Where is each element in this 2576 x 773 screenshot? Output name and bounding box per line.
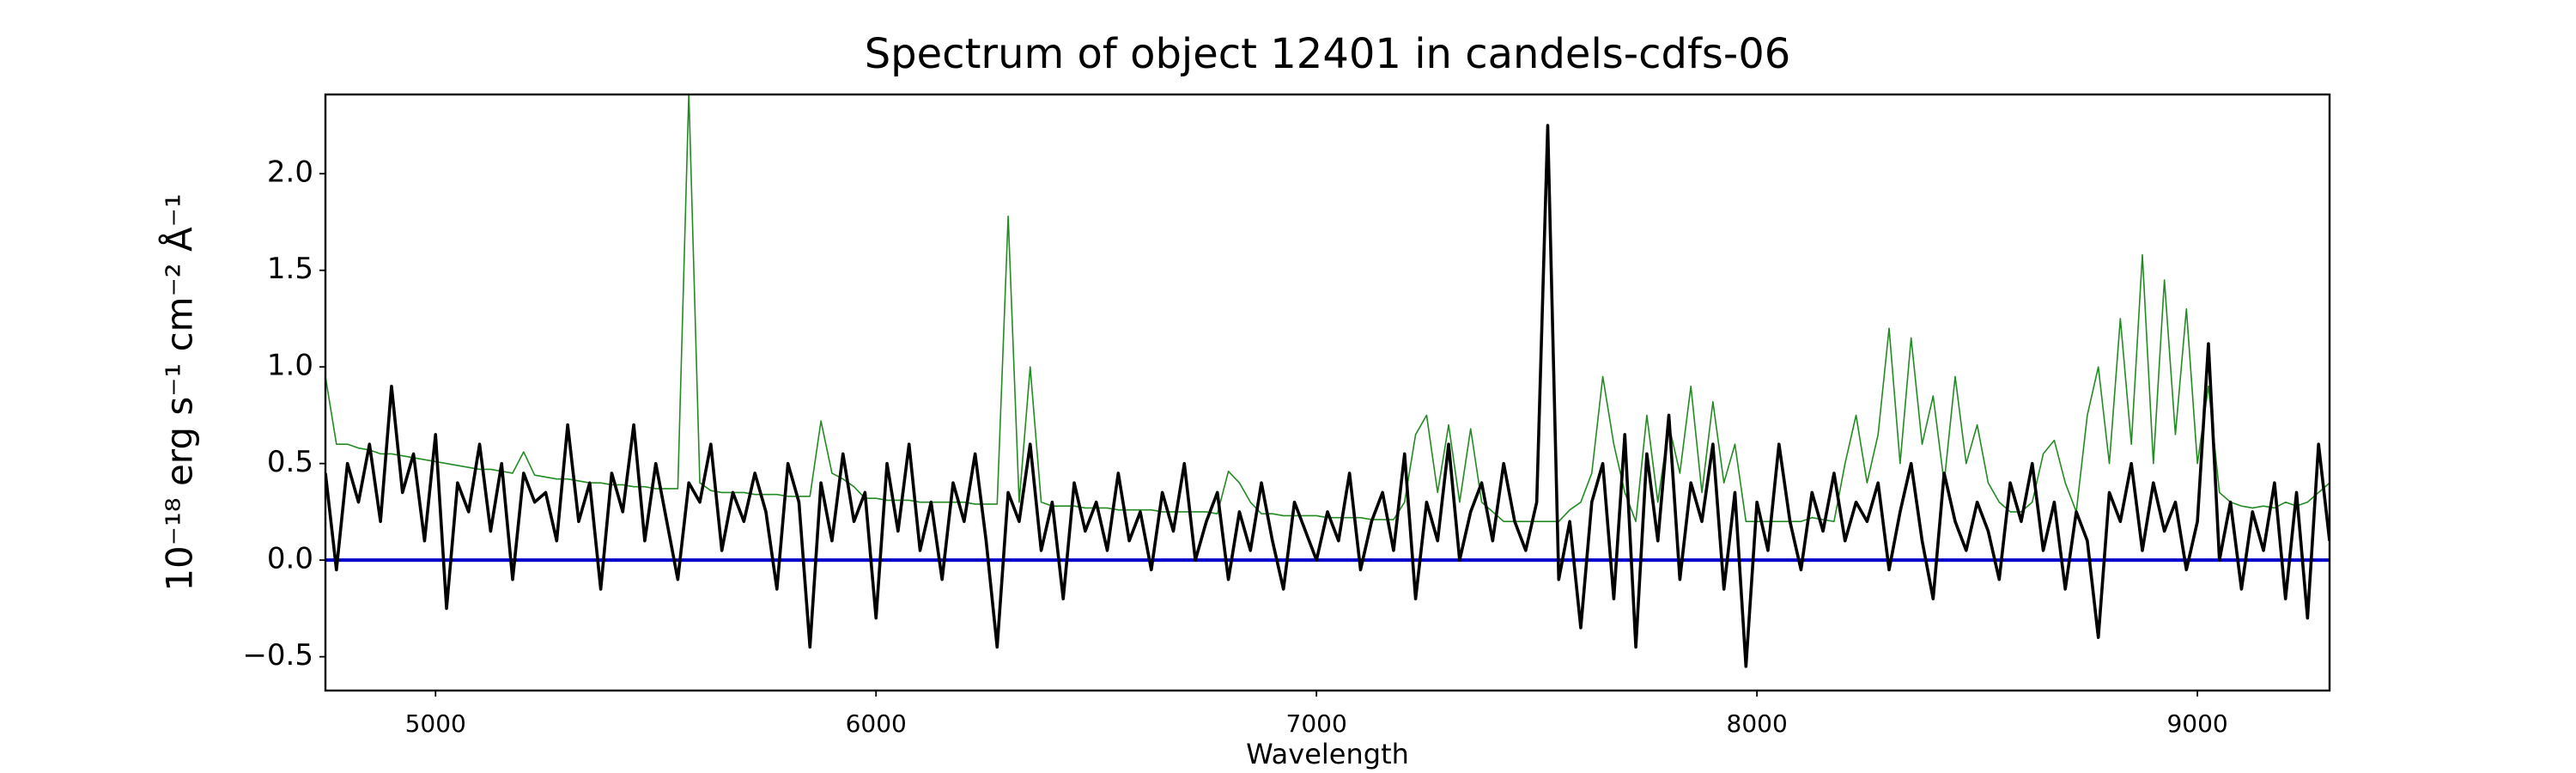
y-axis-label: 10⁻¹⁸ erg s⁻¹ cm⁻² Å⁻¹ [158,193,201,591]
plot-area [325,94,2330,668]
spectrum-line [325,124,2330,668]
y-tick-label: 0.0 [267,542,313,576]
y-tick-label: 1.5 [267,252,313,286]
x-tick-label: 7000 [1286,709,1347,738]
x-tick-label: 9000 [2166,709,2227,738]
y-tick-label: 0.5 [267,445,313,479]
y-tick-label: 1.0 [267,349,313,383]
chart-title: Spectrum of object 12401 in candels-cdfs… [865,30,1791,78]
plot-frame [324,93,2331,692]
y-tick-label: 2.0 [267,155,313,190]
x-tick-label: 8000 [1727,709,1788,738]
x-axis-label: Wavelength [1246,738,1409,770]
y-tick-label: −0.5 [242,638,313,673]
x-tick-label: 5000 [405,709,466,738]
x-tick-label: 6000 [846,709,907,738]
